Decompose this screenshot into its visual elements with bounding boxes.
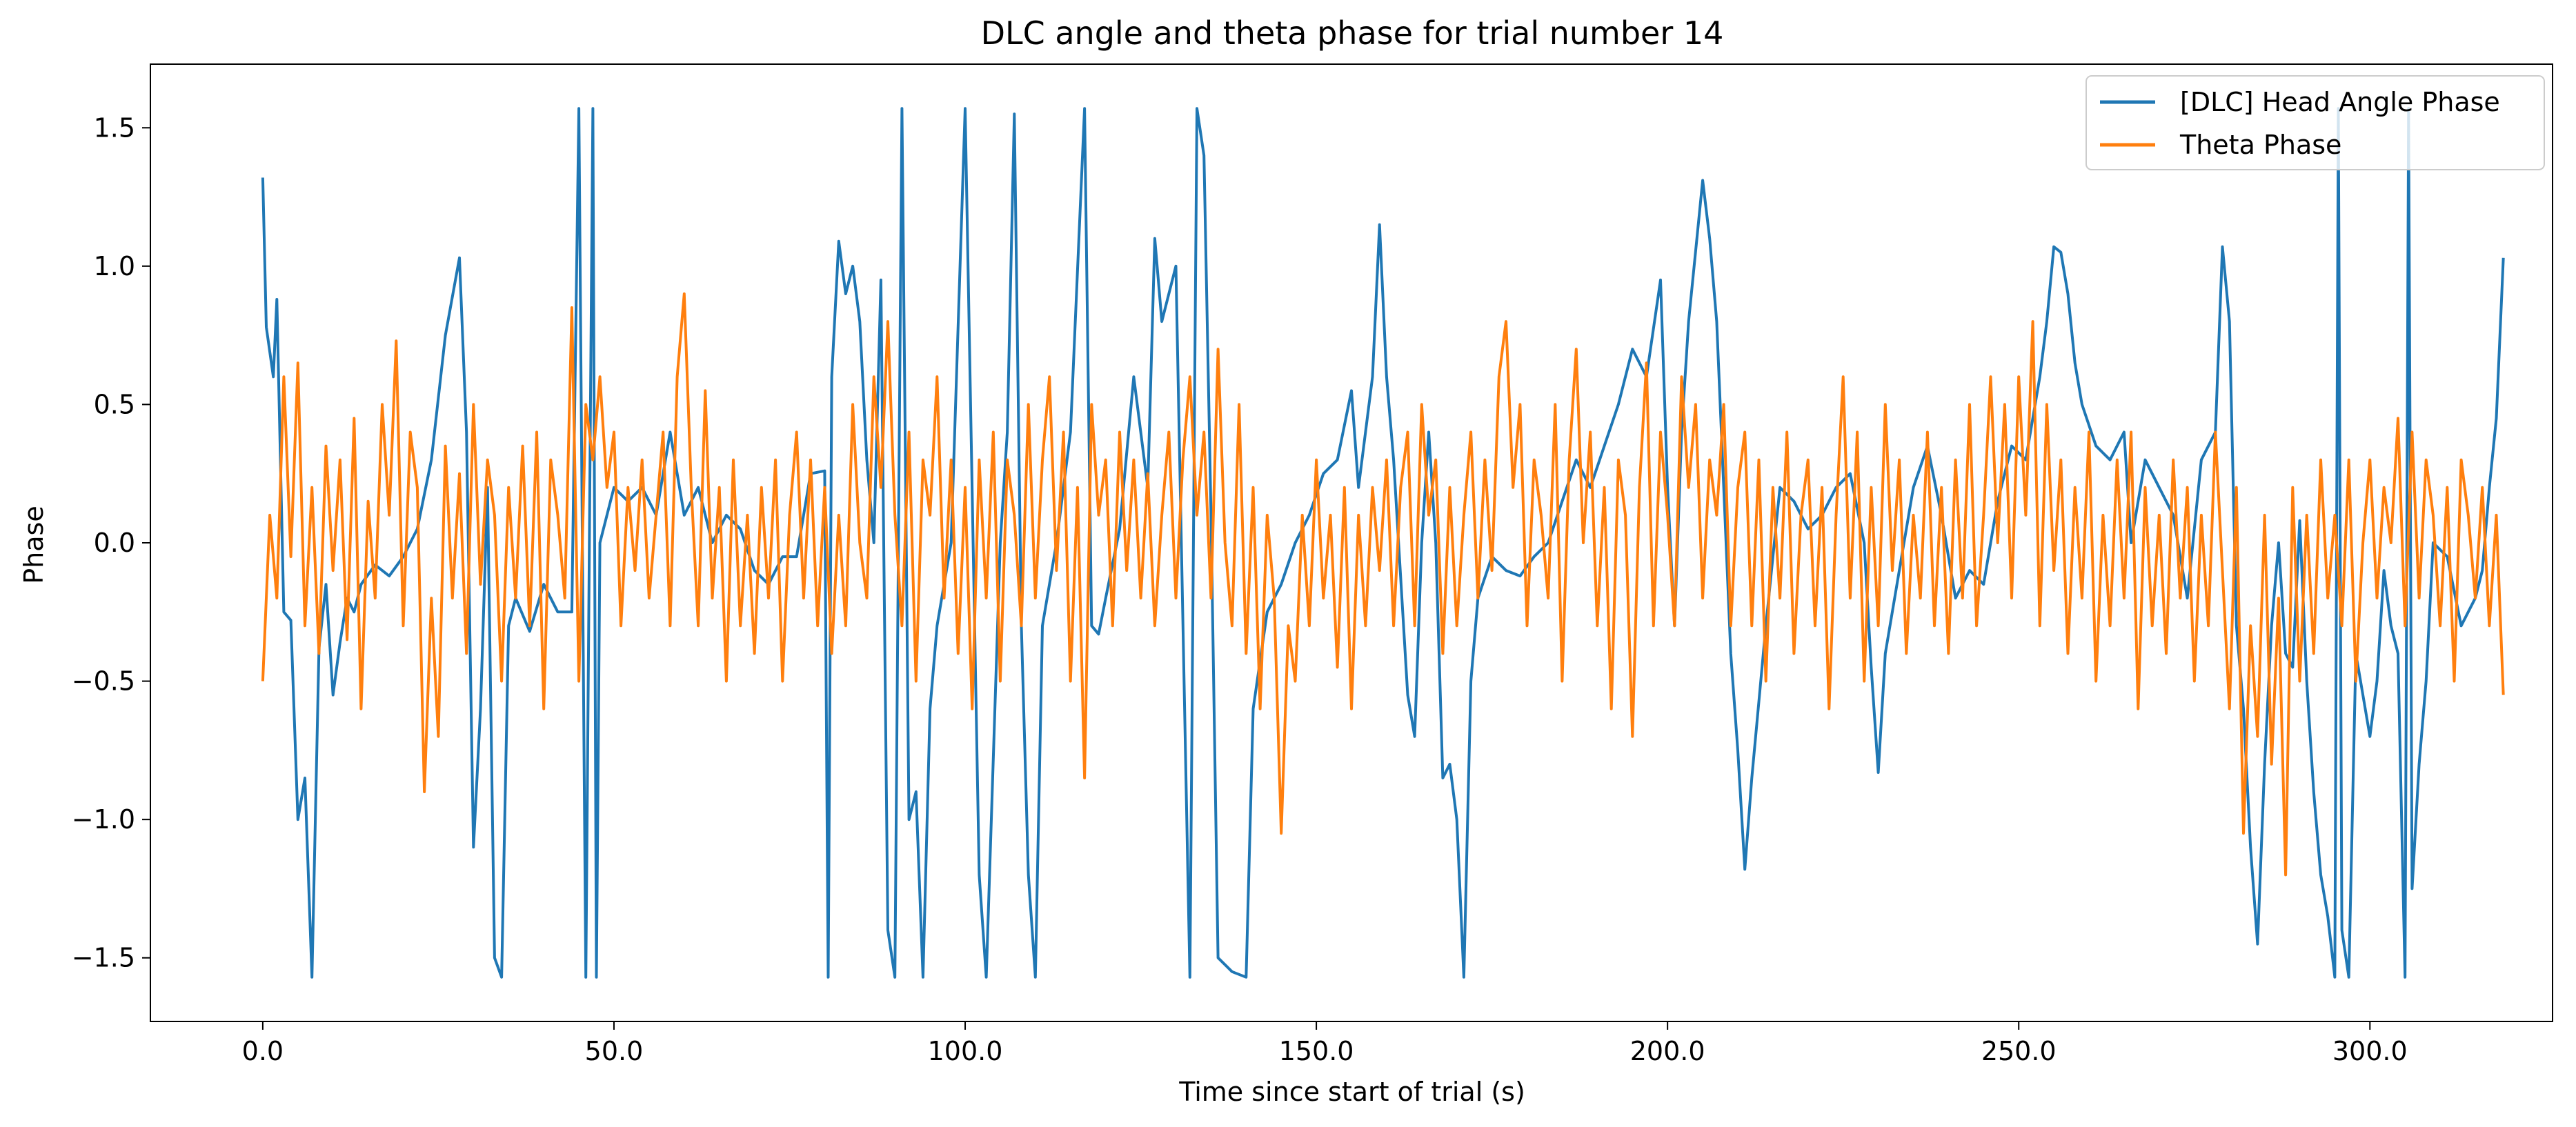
series-line-theta-phase: [261, 292, 2505, 877]
y-axis-label: Phase: [19, 506, 49, 584]
x-tick-label: 100.0: [928, 1036, 1003, 1066]
y-tick-label: 0.5: [94, 389, 135, 419]
y-tick-label: 0.0: [94, 528, 135, 558]
chart-title: DLC angle and theta phase for trial numb…: [981, 14, 1724, 52]
x-axis-label: Time since start of trial (s): [1178, 1077, 1525, 1107]
legend: [DLC] Head Angle Phase Theta Phase: [2085, 75, 2545, 170]
x-tick-label: 250.0: [1981, 1036, 2057, 1066]
plot-frame: [150, 63, 2553, 1022]
x-tick-label: 150.0: [1279, 1036, 1354, 1066]
x-tick-label: 300.0: [2332, 1036, 2408, 1066]
x-tick-label: 0.0: [242, 1036, 284, 1066]
legend-box: [2085, 75, 2545, 170]
x-tick-label: 200.0: [1630, 1036, 1705, 1066]
legend-label: Theta Phase: [2179, 130, 2341, 160]
series-lines: [261, 107, 2505, 979]
y-tick-label: 1.5: [94, 112, 135, 143]
y-tick-label: −0.5: [72, 666, 135, 697]
x-tick-label: 50.0: [585, 1036, 644, 1066]
y-tick-label: −1.5: [72, 943, 135, 973]
series-line-head-angle-phase: [261, 107, 2505, 979]
legend-label: [DLC] Head Angle Phase: [2180, 87, 2500, 117]
axis-ticks: 0.0 50.0 100.0 150.0 200.0 250.0 300.0 −1.5 −1.0…: [72, 112, 2408, 1066]
y-tick-label: 1.0: [94, 251, 135, 281]
y-tick-label: −1.0: [72, 804, 135, 835]
